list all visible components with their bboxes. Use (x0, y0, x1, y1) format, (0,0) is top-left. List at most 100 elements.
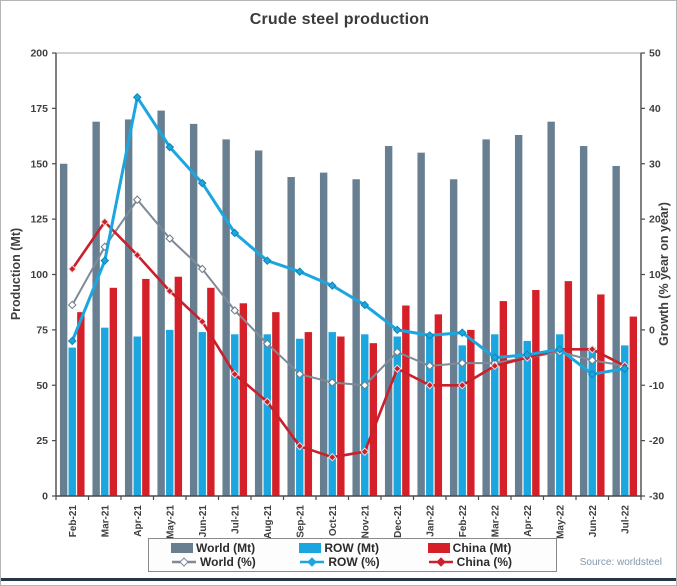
row-bar (263, 334, 271, 496)
china-bar (564, 281, 573, 496)
legend-item-row-mt: ROW (Mt) (299, 541, 427, 555)
x-axis-label: Mar-22 (490, 505, 501, 538)
legend-item-china-mt: China (Mt) (427, 540, 556, 555)
china-marker (230, 369, 240, 379)
world-bar (547, 121, 555, 497)
row-growth-line (70, 95, 626, 376)
x-axis-label: Jul-22 (620, 505, 631, 534)
world-bar (612, 165, 620, 496)
left-axis-tick-label: 125 (30, 214, 48, 226)
china-bar (434, 314, 443, 496)
row-bar (101, 327, 109, 496)
left-axis-tick-label: 200 (30, 48, 48, 60)
china-bar (337, 336, 345, 496)
row-marker (587, 369, 597, 379)
x-axis-label: Jun-21 (198, 505, 209, 538)
china-marker (360, 447, 370, 457)
row-marker (555, 344, 565, 354)
china-marker (425, 380, 435, 390)
china-line-swatch-icon (428, 557, 453, 568)
right-axis-title: Growth (% year on year) (657, 202, 671, 346)
right-axis-tick-label: -30 (649, 491, 664, 503)
row-line-swatch-icon (300, 557, 325, 568)
world-marker (230, 306, 240, 315)
right-axis-tick-label: 20 (649, 214, 661, 226)
x-axis-label: Sep-21 (295, 505, 306, 538)
x-axis-label: Feb-21 (68, 505, 79, 538)
legend-label: China (Mt) (452, 540, 512, 555)
right-axis-tick-label: -10 (649, 380, 664, 392)
row-bar (361, 334, 369, 496)
x-axis-label: Apr-22 (523, 505, 534, 537)
row-marker (360, 300, 370, 310)
row-bar (133, 336, 141, 496)
row-marker (425, 331, 435, 340)
china-bar (174, 276, 183, 496)
right-axis-tick-label: 10 (649, 269, 661, 281)
row-bar (426, 334, 434, 496)
legend-item-china-pct: China (%) (428, 555, 556, 569)
china-bar (207, 287, 215, 496)
world-line-swatch-icon (172, 557, 196, 568)
left-axis-title: Production (Mt) (9, 228, 23, 320)
plot-area: 0 25 50 75 100 125 150 175 200 -30 -20 -10 0 10 20 30 40… (30, 48, 664, 539)
legend-label: China (%) (456, 555, 512, 570)
legend-label: ROW (Mt) (324, 540, 379, 555)
world-marker (457, 358, 467, 368)
china-marker (165, 286, 175, 296)
row-bar (296, 338, 304, 496)
world-bar-swatch-icon (171, 542, 193, 553)
row-bar (166, 329, 174, 497)
legend-item-world-mt: World (Mt) (171, 541, 299, 555)
x-axis-label: May-21 (165, 505, 176, 539)
world-marker (425, 361, 435, 371)
china-marker (100, 217, 110, 227)
world-bar (189, 123, 198, 496)
row-bar (588, 347, 596, 496)
row-bar (231, 334, 239, 496)
legend-label: World (Mt) (196, 540, 256, 555)
world-marker (327, 378, 337, 387)
world-bar (352, 179, 360, 496)
china-bar (499, 301, 508, 496)
china-bar (629, 316, 638, 496)
left-axis-tick-label: 100 (30, 269, 48, 281)
row-marker (620, 364, 630, 373)
china-bar (304, 332, 313, 496)
china-marker (327, 452, 337, 462)
china-bar-swatch-icon (427, 542, 450, 553)
chart-legend: World (Mt) ROW (Mt) China (Mt) World (%) RO… (148, 538, 557, 572)
china-bar (402, 305, 410, 496)
row-marker (327, 281, 337, 290)
legend-row-lines: World (%) ROW (%) China (%) (171, 555, 556, 569)
x-axis-label: Jul-21 (230, 505, 241, 534)
x-axis-label: Apr-21 (133, 505, 144, 537)
row-bar (491, 334, 499, 496)
row-marker (295, 267, 305, 277)
left-axis-tick-label: 175 (30, 103, 48, 115)
chart-title: Crude steel production (249, 11, 430, 28)
china-growth-line (71, 220, 626, 459)
right-axis-tick-label: 0 (649, 324, 655, 336)
world-bar (319, 172, 328, 497)
x-axis-label: Oct-21 (328, 505, 339, 537)
legend-label: ROW (%) (328, 555, 380, 570)
legend-label: World (%) (200, 555, 256, 570)
china-bar (272, 312, 280, 496)
x-axis-label: Aug-21 (263, 505, 274, 539)
world-bar (384, 146, 393, 496)
left-axis-tick-label: 25 (36, 435, 48, 447)
world-marker (392, 347, 402, 357)
china-marker (490, 361, 500, 371)
china-marker (392, 364, 402, 373)
row-marker (132, 92, 142, 102)
world-bar (579, 146, 588, 496)
china-marker (197, 317, 207, 326)
row-bar (621, 345, 629, 496)
source-note: Source: worldsteel (579, 557, 662, 568)
row-marker (262, 256, 272, 265)
world-bar (59, 163, 68, 496)
world-bar (254, 150, 263, 496)
